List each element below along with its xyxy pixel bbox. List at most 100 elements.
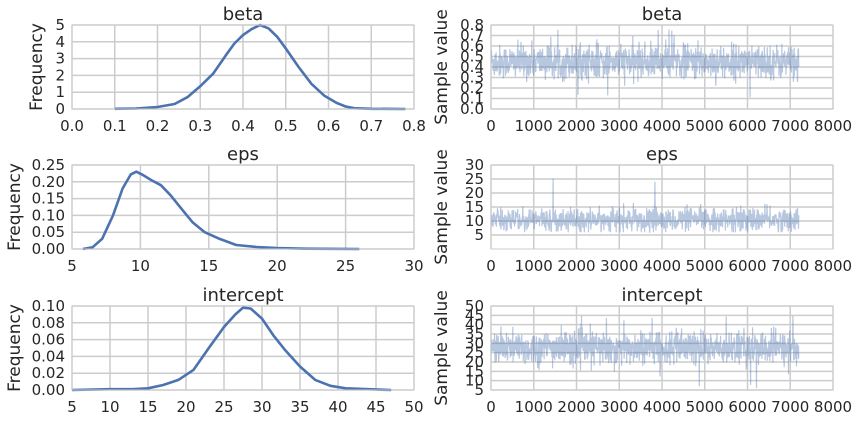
- beta-hist-xtick-label: 0.6: [317, 117, 341, 135]
- eps-hist-frame: [71, 164, 415, 250]
- intercept-trace-ytick-label: 15: [465, 362, 484, 380]
- intercept-trace-ytick-label: 20: [465, 353, 484, 371]
- intercept-hist-ytick-label: 0.02: [32, 364, 65, 382]
- beta-hist-title: beta: [223, 4, 264, 25]
- eps-trace-xtick-label: 6000: [728, 257, 766, 275]
- intercept-hist-xtick-label: 10: [100, 398, 119, 416]
- intercept-hist-ytick-label: 0.06: [32, 331, 65, 349]
- beta-hist-xtick-label: 0.8: [402, 117, 426, 135]
- intercept-trace-xtick-label: 5000: [686, 398, 724, 416]
- intercept-hist-ytick-label: 0.08: [32, 314, 65, 332]
- eps-hist-ytick-label: 0.00: [32, 240, 65, 258]
- intercept-hist-panel: 5 10 15 20 25 30 35 40 45 50 0.000.020.040.060.080…: [5, 285, 424, 416]
- eps-trace-xtick-label: 3000: [600, 257, 638, 275]
- beta-trace-xtick-label: 2000: [557, 117, 595, 135]
- intercept-trace-ytick-label: 50: [465, 297, 484, 315]
- beta-trace-panel: 0 1000 2000 3000 4000 5000 6000 7000 80000.00.10…: [432, 4, 852, 135]
- beta-hist-xtick-label: 0.0: [60, 117, 84, 135]
- intercept-hist-xtick-label: 25: [214, 398, 233, 416]
- beta-trace-xtick-label: 8000: [814, 117, 852, 135]
- eps-hist-xtick-label: 15: [199, 257, 218, 275]
- eps-trace-ytick-label: 5: [474, 226, 484, 244]
- eps-hist-ytick-label: 0.05: [32, 223, 65, 241]
- eps-trace-xtick-label: 5000: [686, 257, 724, 275]
- eps-trace-panel: 0 1000 2000 3000 4000 5000 6000 7000 80005101520…: [432, 144, 852, 275]
- eps-hist-density-line: [82, 170, 360, 251]
- eps-hist-xtick-label: 20: [268, 257, 287, 275]
- beta-trace-xtick-label: 6000: [728, 117, 766, 135]
- intercept-hist-title: intercept: [203, 285, 284, 306]
- beta-trace-xtick-label: 1000: [515, 117, 553, 135]
- eps-trace-xtick-label: 1000: [515, 257, 553, 275]
- eps-hist-ylabel: Frequency: [5, 163, 25, 251]
- beta-hist-ytick-label: 4: [55, 33, 65, 51]
- beta-trace-ytick-label: 0.5: [460, 48, 484, 66]
- eps-trace-ytick-label: 15: [465, 198, 484, 216]
- intercept-trace-panel: 0 1000 2000 3000 4000 5000 6000 7000 80005101520…: [432, 285, 852, 416]
- intercept-hist-ylabel: Frequency: [5, 304, 25, 392]
- intercept-trace-xtick-label: 2000: [557, 398, 595, 416]
- intercept-trace-ytick-label: 5: [474, 381, 484, 399]
- intercept-trace-xtick-label: 6000: [728, 398, 766, 416]
- beta-hist-ylabel: Frequency: [27, 23, 47, 111]
- beta-hist-ytick-label: 0: [55, 100, 65, 118]
- eps-hist-plot-area: [72, 165, 414, 249]
- eps-hist-title: eps: [227, 144, 259, 165]
- beta-trace-ytick-label: 0.3: [460, 69, 484, 87]
- eps-hist-ytick-label: 0.10: [32, 206, 65, 224]
- intercept-hist-ytick-label: 0.00: [32, 381, 65, 399]
- eps-trace-ytick-label: 25: [465, 170, 484, 188]
- intercept-hist-xtick-label: 50: [404, 398, 423, 416]
- eps-trace-xtick-label: 8000: [814, 257, 852, 275]
- beta-trace-xtick-label: 7000: [771, 117, 809, 135]
- intercept-trace-ylabel: Sample value: [432, 290, 452, 406]
- eps-hist-xtick-label: 30: [404, 257, 423, 275]
- eps-hist-ytick-label: 0.25: [32, 156, 65, 174]
- beta-trace-frame: [490, 24, 834, 110]
- beta-trace-trace-line: [490, 29, 800, 98]
- intercept-trace-ytick-label: 40: [465, 316, 484, 334]
- eps-trace-ytick-label: 20: [465, 184, 484, 202]
- beta-hist-ytick-label: 2: [55, 66, 65, 84]
- eps-hist-xtick-label: 10: [131, 257, 150, 275]
- beta-hist-xtick-label: 0.7: [359, 117, 383, 135]
- intercept-hist-xtick-label: 35: [290, 398, 309, 416]
- beta-trace-xtick-label: 5000: [686, 117, 724, 135]
- intercept-trace-ytick-label: 25: [465, 344, 484, 362]
- intercept-trace-xtick-label: 4000: [643, 398, 681, 416]
- intercept-hist-xtick-label: 45: [366, 398, 385, 416]
- beta-hist-xtick-label: 0.1: [103, 117, 127, 135]
- intercept-trace-xtick-label: 3000: [600, 398, 638, 416]
- intercept-trace-ytick-label: 10: [465, 372, 484, 390]
- beta-trace-ytick-label: 0.8: [460, 16, 484, 34]
- intercept-trace-xtick-label: 7000: [771, 398, 809, 416]
- beta-hist-ytick-label: 5: [55, 16, 65, 34]
- eps-trace-title: eps: [646, 144, 678, 165]
- eps-trace-ytick-label: 30: [465, 156, 484, 174]
- intercept-trace-ytick-label: 30: [465, 334, 484, 352]
- intercept-hist-xtick-label: 20: [176, 398, 195, 416]
- intercept-trace-ytick-label: 45: [465, 306, 484, 324]
- beta-hist-xtick-label: 0.3: [188, 117, 212, 135]
- intercept-hist-ytick-label: 0.10: [32, 297, 65, 315]
- beta-trace-ytick-label: 0.0: [460, 100, 484, 118]
- beta-hist-frame: [71, 24, 415, 110]
- beta-hist-xtick-label: 0.5: [274, 117, 298, 135]
- intercept-hist-xtick-label: 30: [252, 398, 271, 416]
- eps-trace-xtick-label: 7000: [771, 257, 809, 275]
- beta-trace-ylabel: Sample value: [432, 9, 452, 125]
- eps-hist-panel: 5 10 15 20 25 30 0.000.050.100.150.200.25 eps Fr…: [5, 144, 424, 275]
- intercept-trace-xtick-label: 0: [486, 398, 496, 416]
- intercept-hist-xtick-label: 5: [67, 398, 77, 416]
- eps-trace-xtick-label: 4000: [643, 257, 681, 275]
- beta-trace-ytick-label: 0.2: [460, 79, 484, 97]
- beta-trace-ytick-label: 0.7: [460, 27, 484, 45]
- intercept-trace-title: intercept: [622, 285, 703, 306]
- eps-hist-xtick-label: 5: [67, 257, 77, 275]
- intercept-hist-density-line: [71, 306, 392, 392]
- intercept-hist-xtick-label: 15: [138, 398, 157, 416]
- eps-hist-xtick-label: 25: [336, 257, 355, 275]
- eps-trace-trace-line: [490, 178, 800, 233]
